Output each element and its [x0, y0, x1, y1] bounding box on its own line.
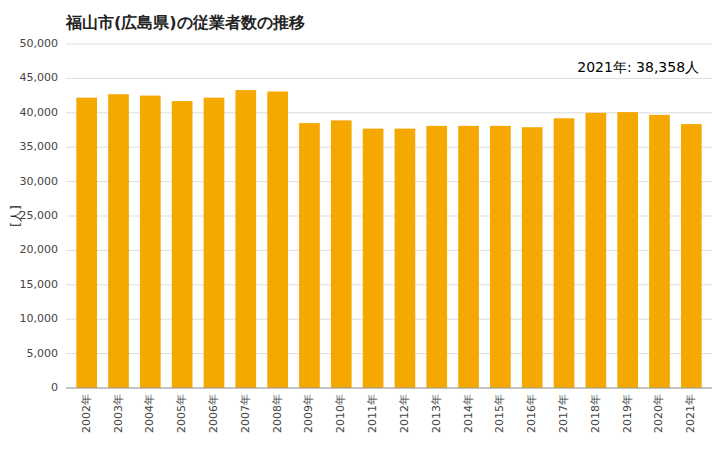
grid-line [66, 78, 712, 79]
grid-line [66, 284, 712, 285]
y-tick-label: 40,000 [20, 106, 59, 119]
y-tick-label: 30,000 [20, 175, 59, 188]
grid-line [66, 388, 712, 389]
y-axis-label: [人] [9, 205, 23, 226]
x-tick-label: 2018年 [589, 394, 602, 433]
chart-container: 0 5,000 10,000 15,000 20,000 25,000 30,000 35,0… [0, 0, 728, 450]
bar [140, 96, 161, 388]
x-tick-label: 2019年 [621, 394, 634, 433]
x-tick-label: 2002年 [80, 394, 93, 433]
y-tick-label: 15,000 [20, 278, 59, 291]
title: 福山市(広島県)の従業者数の推移 [65, 13, 305, 32]
x-tick-label: 2003年 [112, 394, 125, 433]
annotation: 2021年: 38,358人 [577, 59, 699, 75]
x-tick-label: 2016年 [525, 394, 538, 433]
bar [586, 113, 607, 388]
x-tick-label: 2017年 [557, 394, 570, 433]
x-tick-label: 2014年 [462, 394, 475, 433]
bar [331, 120, 352, 388]
y-axis: 0 5,000 10,000 15,000 20,000 25,000 30,000 35,0… [20, 37, 59, 394]
bar [299, 123, 320, 388]
x-tick-label: 2015年 [493, 394, 506, 433]
bar [681, 124, 702, 388]
bar [108, 94, 129, 388]
x-tick-label: 2008年 [271, 394, 284, 433]
y-tick-label: 5,000 [27, 347, 59, 360]
grid [66, 44, 712, 388]
bars [76, 90, 701, 388]
x-tick-label: 2009年 [302, 394, 315, 433]
bar [76, 98, 97, 388]
bar [235, 90, 256, 388]
bar [554, 118, 575, 388]
y-tick-label: 45,000 [20, 71, 59, 84]
bar [172, 101, 193, 388]
x-tick-label: 2004年 [143, 394, 156, 433]
x-tick-label: 2021年 [684, 394, 697, 433]
grid-line [66, 216, 712, 217]
bar [458, 126, 479, 388]
bar [267, 91, 288, 388]
bar [490, 126, 511, 388]
grid-line [66, 181, 712, 182]
y-tick-label: 50,000 [20, 37, 59, 50]
bar [426, 126, 447, 388]
x-tick-label: 2012年 [398, 394, 411, 433]
x-tick-label: 2013年 [430, 394, 443, 433]
grid-line [66, 44, 712, 45]
bar [617, 112, 638, 388]
x-tick-label: 2020年 [652, 394, 665, 433]
grid-line [66, 112, 712, 113]
y-tick-label: 35,000 [20, 140, 59, 153]
bar [522, 127, 543, 388]
grid-line [66, 353, 712, 354]
bar [363, 129, 384, 388]
grid-line [66, 250, 712, 251]
y-tick-label: 10,000 [20, 312, 59, 325]
grid-line [66, 147, 712, 148]
x-tick-label: 2011年 [366, 394, 379, 433]
grid-line [66, 319, 712, 320]
x-tick-label: 2010年 [334, 394, 347, 433]
y-tick-label: 20,000 [20, 243, 59, 256]
x-axis: 2002年 2003年 2004年 2005年 2006年 2007年 2008年 2009年… [80, 394, 698, 433]
y-tick-label: 0 [51, 381, 58, 394]
bar [395, 129, 416, 388]
x-axis-line [66, 388, 712, 389]
x-tick-label: 2007年 [239, 394, 252, 433]
x-tick-label: 2006年 [207, 394, 220, 433]
x-tick-label: 2005年 [175, 394, 188, 433]
bar [204, 98, 225, 388]
chart-svg: 0 5,000 10,000 15,000 20,000 25,000 30,000 35,0… [0, 0, 728, 450]
y-tick-label: 25,000 [20, 209, 59, 222]
bar [649, 115, 670, 388]
